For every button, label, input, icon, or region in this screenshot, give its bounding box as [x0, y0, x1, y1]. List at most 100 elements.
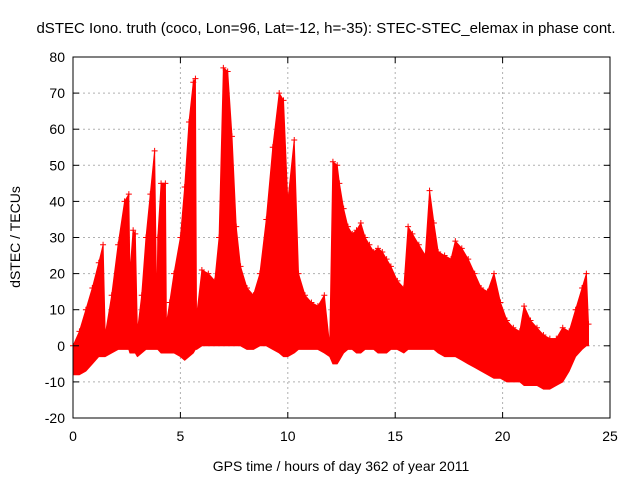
y-tick-label: 40	[49, 193, 65, 209]
data-point-marker	[375, 245, 382, 252]
data-point-marker	[366, 241, 373, 248]
data-point-marker	[334, 162, 341, 169]
data-point-marker	[491, 270, 498, 277]
data-point-marker	[510, 324, 517, 331]
data-point-marker	[383, 256, 390, 263]
data-point-marker	[211, 277, 218, 284]
data-point-marker	[394, 277, 401, 284]
data-point-marker	[370, 248, 377, 255]
data-point-marker	[415, 241, 422, 248]
data-point-marker	[308, 299, 315, 306]
data-point-marker	[89, 285, 96, 292]
data-point-marker	[233, 223, 240, 230]
data-point-marker	[521, 303, 528, 310]
data-point-marker	[269, 144, 276, 151]
data-point-marker	[340, 205, 347, 212]
data-point-marker	[458, 245, 465, 252]
y-tick-label: 20	[49, 266, 65, 282]
data-point-marker	[162, 180, 169, 187]
x-tick-label: 0	[69, 428, 77, 444]
data-point-marker	[452, 238, 459, 245]
data-point-marker	[153, 306, 160, 313]
data-point-marker	[163, 321, 170, 328]
x-tick-label: 15	[387, 428, 403, 444]
data-point-marker	[362, 234, 369, 241]
data-point-marker	[400, 285, 407, 292]
data-point-marker	[151, 147, 158, 154]
data-point-marker	[478, 285, 485, 292]
data-point-marker	[102, 331, 109, 338]
data-point-marker	[216, 234, 223, 241]
data-point-marker	[585, 321, 592, 328]
data-point-marker	[353, 227, 360, 234]
data-point-marker	[291, 137, 298, 144]
data-point-marker	[553, 335, 560, 342]
data-point-marker	[237, 263, 244, 270]
data-point-marker	[448, 256, 455, 263]
data-point-marker	[546, 335, 553, 342]
data-point-marker	[143, 234, 150, 241]
data-point-marker	[387, 263, 394, 270]
data-point-marker	[435, 248, 442, 255]
data-point-marker	[130, 227, 137, 234]
data-point-marker	[147, 191, 154, 198]
data-point-marker	[301, 292, 308, 299]
data-point-marker	[583, 270, 590, 277]
data-point-marker	[205, 270, 212, 277]
data-point-marker	[344, 223, 351, 230]
axis-ticks: -20 -10 0 10 20 30 40 50 60 70 80 0 5 10 15 20 25	[45, 49, 618, 444]
y-tick-label: -10	[45, 374, 65, 390]
data-point-marker	[497, 299, 504, 306]
y-tick-label: 50	[49, 157, 65, 173]
data-point-marker	[100, 241, 107, 248]
data-point-marker	[121, 198, 128, 205]
data-point-marker	[198, 266, 205, 273]
x-tick-label: 25	[602, 428, 618, 444]
y-tick-label: 80	[49, 49, 65, 65]
data-point-marker	[540, 331, 547, 338]
data-point-marker	[181, 183, 188, 190]
data-point-marker	[503, 317, 510, 324]
data-point-marker	[95, 259, 102, 266]
data-point-marker	[314, 303, 321, 310]
data-point-marker	[379, 248, 386, 255]
data-point-marker	[263, 216, 270, 223]
x-tick-label: 10	[280, 428, 296, 444]
data-point-marker	[256, 270, 263, 277]
data-point-marker	[193, 313, 200, 320]
y-axis-label: dSTEC / TECUs	[7, 186, 23, 288]
data-point-marker	[166, 299, 173, 306]
data-point-marker	[276, 90, 283, 97]
data-point-marker	[138, 292, 145, 299]
y-tick-label: -20	[45, 410, 65, 426]
y-tick-label: 10	[49, 302, 65, 318]
data-point-marker	[76, 328, 83, 335]
data-point-marker	[108, 292, 115, 299]
data-point-marker	[533, 324, 540, 331]
data-point-marker	[170, 270, 177, 277]
data-point-marker	[220, 64, 227, 71]
data-point-marker	[465, 256, 472, 263]
data-point-marker	[177, 234, 184, 241]
data-point-marker	[329, 158, 336, 165]
data-point-marker	[192, 75, 199, 82]
data-point-marker	[284, 198, 291, 205]
data-point-marker	[441, 252, 448, 259]
x-axis-label: GPS time / hours of day 362 of year 2011	[213, 458, 470, 474]
data-point-marker	[125, 191, 132, 198]
y-tick-label: 0	[57, 338, 65, 354]
series-area	[70, 64, 592, 390]
data-point-marker	[349, 230, 356, 237]
data-point-marker	[132, 230, 139, 237]
y-tick-label: 60	[49, 121, 65, 137]
data-point-marker	[572, 306, 579, 313]
data-point-marker	[295, 270, 302, 277]
data-point-marker	[326, 342, 333, 349]
data-point-marker	[409, 230, 416, 237]
data-point-marker	[484, 288, 491, 295]
data-point-marker	[115, 241, 122, 248]
data-point-marker	[471, 270, 478, 277]
data-point-marker	[426, 187, 433, 194]
